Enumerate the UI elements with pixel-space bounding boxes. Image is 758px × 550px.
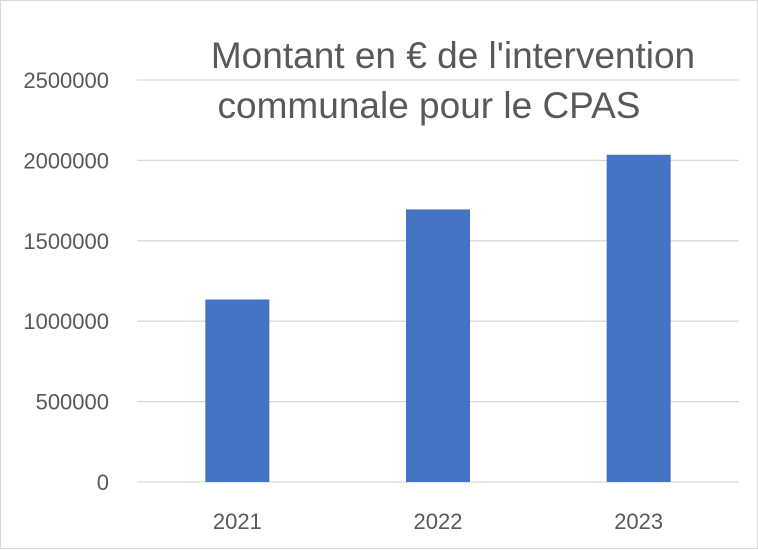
y-tick-label: 0 xyxy=(97,470,109,495)
bar-2023 xyxy=(606,154,671,482)
chart-title-line-1: Montant en € de l'intervention xyxy=(211,35,695,76)
y-tick-label: 1000000 xyxy=(23,309,109,334)
chart-title: Montant en € de l'intervention communale… xyxy=(211,35,695,126)
chart-title-line-2: communale pour le CPAS xyxy=(218,85,641,126)
x-axis-tick-labels: 2021 2022 2023 xyxy=(213,509,663,534)
y-tick-label: 500000 xyxy=(36,390,109,415)
bar-2021 xyxy=(205,299,270,482)
x-tick-label-2021: 2021 xyxy=(213,509,262,534)
y-tick-label: 2500000 xyxy=(23,68,109,93)
y-tick-label: 1500000 xyxy=(23,229,109,254)
y-tick-label: 2000000 xyxy=(23,148,109,173)
bars xyxy=(205,154,671,482)
bar-2022 xyxy=(406,209,470,482)
x-tick-label-2022: 2022 xyxy=(414,509,463,534)
x-tick-label-2023: 2023 xyxy=(614,509,663,534)
y-axis-tick-labels: 0 500000 1000000 1500000 2000000 2500000 xyxy=(23,68,109,495)
